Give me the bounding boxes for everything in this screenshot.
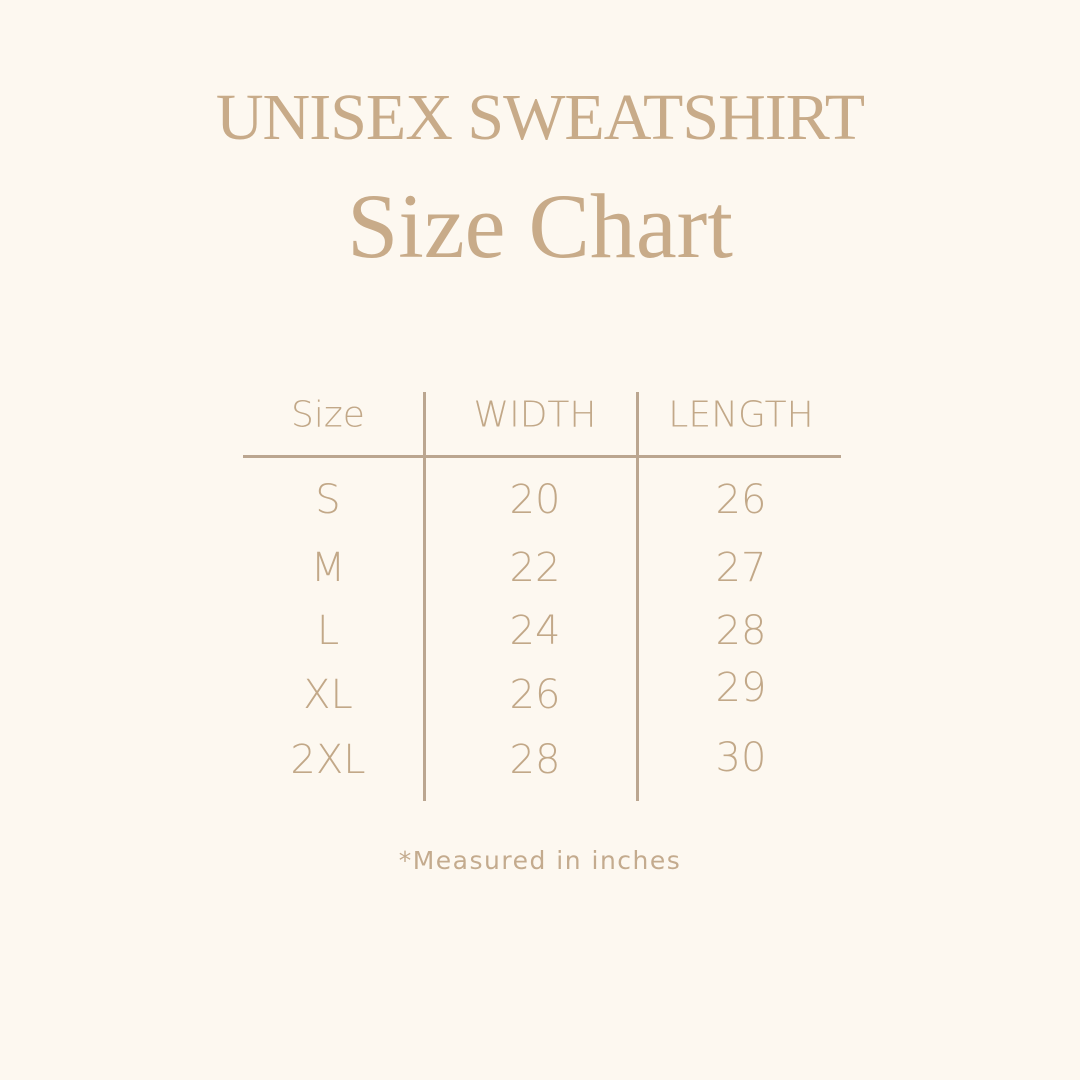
length-cell: 27 (715, 545, 767, 591)
title: UNISEX SWEATSHIRT (215, 81, 865, 154)
header-divider (243, 455, 841, 458)
width-cell: 26 (509, 672, 561, 718)
width-cell: 28 (509, 737, 561, 783)
length-cell: 29 (715, 665, 767, 711)
length-cell: 28 (715, 608, 767, 654)
size-cell: L (316, 608, 340, 654)
width-cell: 20 (509, 477, 561, 523)
subtitle: Size Chart (347, 175, 733, 277)
size-cell: 2XL (290, 737, 366, 783)
column-header: WIDTH (473, 394, 597, 436)
size-cell: M (310, 545, 346, 591)
column-header: Size (291, 394, 365, 436)
width-cell: 22 (509, 545, 561, 591)
footnote: *Measured in inches (398, 846, 682, 875)
length-cell: 30 (715, 735, 767, 781)
size-cell: S (315, 477, 341, 523)
length-cell: 26 (715, 477, 767, 523)
column-divider (636, 392, 639, 801)
size-cell: XL (303, 672, 353, 718)
column-divider (423, 392, 426, 801)
column-header: LENGTH (668, 394, 814, 436)
width-cell: 24 (509, 608, 561, 654)
